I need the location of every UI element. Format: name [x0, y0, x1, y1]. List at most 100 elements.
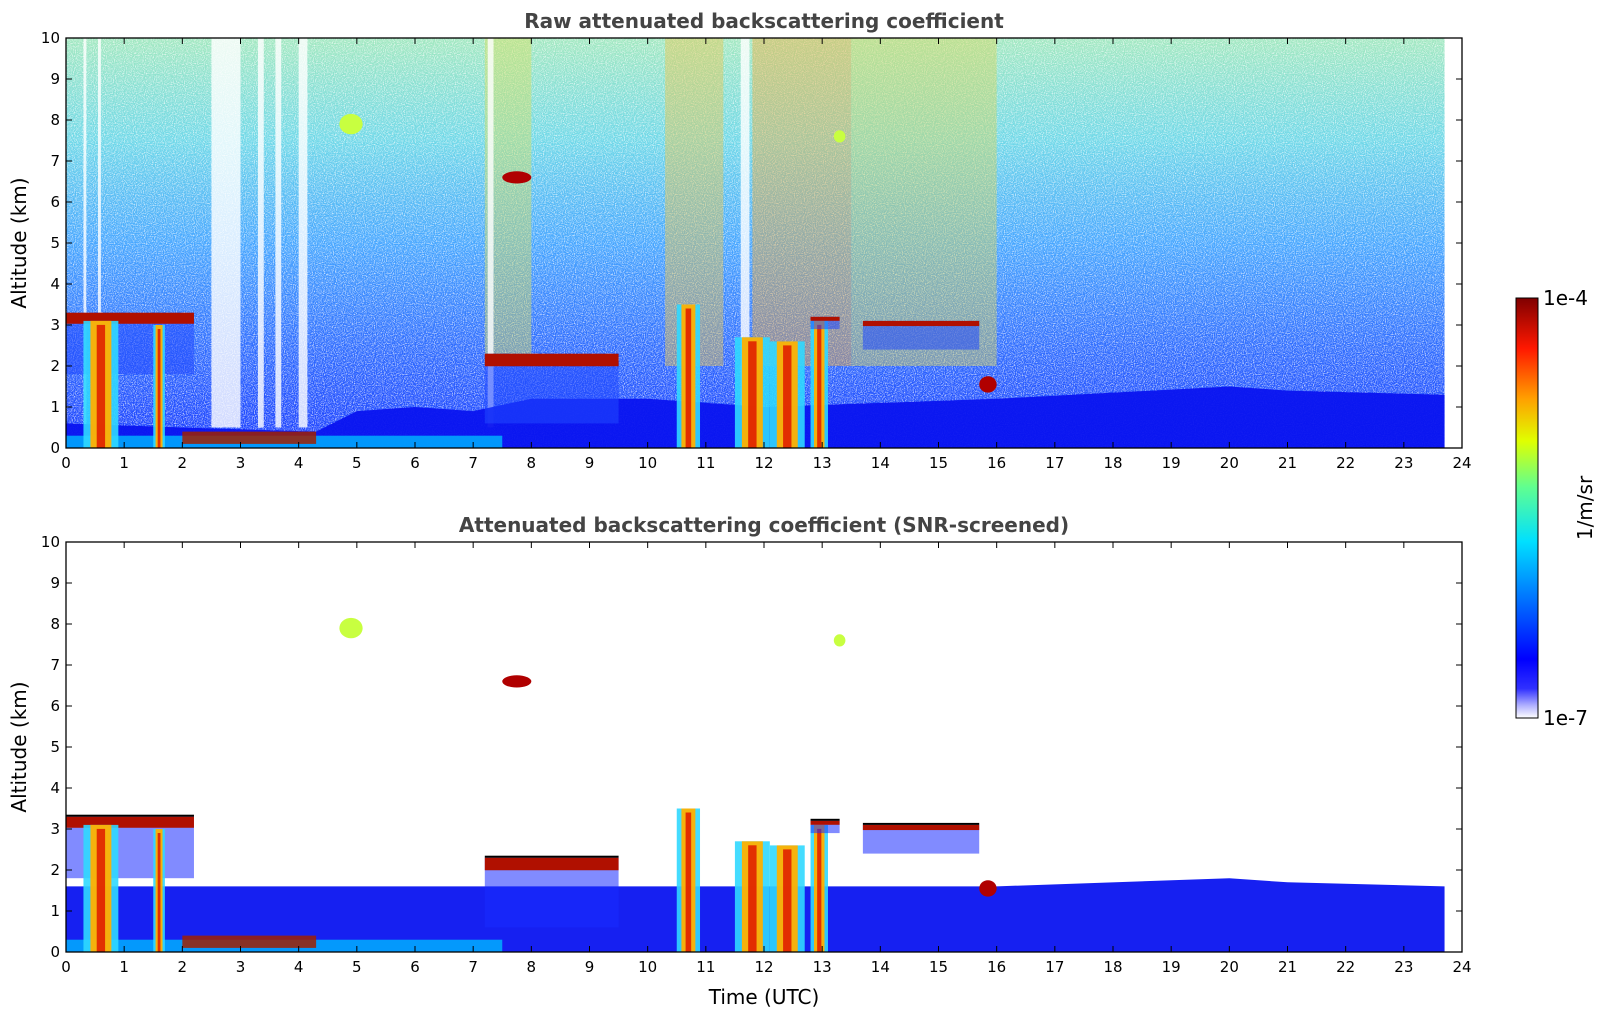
x-tick-label: 1	[119, 958, 129, 976]
y-tick-label: 2	[50, 861, 60, 879]
cloud-layer-edge	[66, 814, 194, 817]
x-tick-label: 5	[352, 958, 362, 976]
cloud-layer-edge	[862, 822, 980, 825]
x-tick-label: 2	[178, 958, 188, 976]
signal-gap	[298, 38, 308, 428]
x-tick-label: 4	[294, 958, 304, 976]
x-tick-label: 9	[585, 958, 595, 976]
y-tick-label: 6	[50, 697, 60, 715]
signal-gap	[257, 38, 264, 428]
y-tick-label: 3	[50, 820, 60, 838]
x-tick-label: 10	[638, 454, 657, 472]
cloud-patch	[502, 171, 532, 184]
x-tick-label: 0	[61, 958, 71, 976]
y-tick-label: 7	[50, 152, 60, 170]
precipitation-core-peak	[783, 345, 792, 448]
x-tick-label: 8	[527, 454, 537, 472]
raw-backscatter-panel: Raw attenuated backscattering coefficien…	[7, 9, 1472, 472]
x-tick-label: 22	[1336, 454, 1355, 472]
signal-gap	[275, 38, 282, 428]
x-tick-label: 10	[638, 958, 657, 976]
cloud-layer-edge	[484, 855, 619, 858]
cloud-layer-base	[810, 316, 840, 321]
x-tick-label: 11	[696, 454, 715, 472]
x-tick-label: 20	[1220, 958, 1239, 976]
cloud-patch	[979, 376, 997, 393]
cloud-layer-edge	[810, 818, 840, 821]
x-tick-label: 3	[236, 454, 246, 472]
x-tick-label: 9	[585, 454, 595, 472]
x-tick-label: 16	[987, 958, 1006, 976]
cloud-layer-base	[862, 824, 980, 831]
y-tick-label: 7	[50, 656, 60, 674]
x-tick-label: 24	[1452, 958, 1471, 976]
x-tick-label: 21	[1278, 454, 1297, 472]
x-tick-label: 4	[294, 454, 304, 472]
x-tick-label: 17	[1045, 454, 1064, 472]
x-tick-label: 19	[1162, 454, 1181, 472]
x-tick-label: 7	[468, 958, 478, 976]
cloud-layer-base	[862, 320, 980, 327]
precipitation-core-peak	[96, 324, 106, 448]
x-tick-label: 12	[754, 958, 773, 976]
precipitation-core-peak	[817, 324, 822, 448]
x-tick-label: 14	[871, 958, 890, 976]
x-tick-label: 23	[1394, 454, 1413, 472]
y-tick-label: 9	[50, 70, 60, 88]
x-tick-label: 15	[929, 454, 948, 472]
precipitation-core-peak	[685, 308, 692, 448]
colorbar: 1e-4 1e-7 1/m/sr	[1515, 286, 1597, 730]
y-tick-label: 1	[50, 902, 60, 920]
x-tick-label: 13	[813, 958, 832, 976]
signal-gap	[740, 38, 750, 428]
x-tick-label: 16	[987, 454, 1006, 472]
aerosol-layer	[182, 431, 317, 444]
signal-gap	[487, 38, 494, 428]
precipitation-core-peak	[157, 833, 161, 952]
cirrus-patch	[339, 617, 363, 639]
noise-band	[851, 38, 997, 366]
y-tick-label: 0	[50, 439, 60, 457]
cirrus-patch	[833, 130, 846, 143]
no-data-region	[1444, 38, 1462, 448]
x-tick-label: 13	[813, 454, 832, 472]
x-tick-label: 15	[929, 958, 948, 976]
aerosol-layer	[182, 935, 317, 948]
x-tick-label: 6	[410, 958, 420, 976]
y-tick-label: 3	[50, 316, 60, 334]
cloud-layer-base	[484, 353, 619, 367]
y-tick-label: 9	[50, 574, 60, 592]
chart-title: Raw attenuated backscattering coefficien…	[524, 9, 1004, 33]
noise-band	[752, 38, 852, 366]
y-axis-label: Altitude (km)	[7, 681, 31, 812]
precipitation-core-peak	[817, 828, 822, 952]
y-tick-label: 2	[50, 357, 60, 375]
chart-title: Attenuated backscattering coefficient (S…	[459, 513, 1069, 537]
x-tick-label: 20	[1220, 454, 1239, 472]
cirrus-patch	[833, 634, 846, 647]
signal-gap	[83, 38, 87, 428]
cloud-patch	[979, 880, 997, 897]
cloud-layer-base	[484, 857, 619, 871]
y-tick-label: 8	[50, 615, 60, 633]
x-tick-label: 24	[1452, 454, 1471, 472]
x-tick-label: 0	[61, 454, 71, 472]
colorbar-unit-label: 1/m/sr	[1573, 475, 1597, 540]
precipitation-core-peak	[748, 341, 757, 448]
x-tick-label: 19	[1162, 958, 1181, 976]
x-tick-label: 12	[754, 454, 773, 472]
cloud-layer-base	[66, 312, 194, 324]
screened-backscatter-panel: Attenuated backscattering coefficient (S…	[7, 513, 1472, 1009]
x-tick-label: 6	[410, 454, 420, 472]
y-tick-label: 10	[41, 533, 60, 551]
precipitation-core-peak	[96, 828, 106, 952]
x-tick-label: 2	[178, 454, 188, 472]
x-tick-label: 17	[1045, 958, 1064, 976]
signal-gap	[97, 38, 101, 428]
y-tick-label: 8	[50, 111, 60, 129]
cirrus-patch	[339, 113, 363, 135]
colorbar-gradient	[1515, 297, 1539, 719]
x-tick-label: 22	[1336, 958, 1355, 976]
y-tick-label: 5	[50, 738, 60, 756]
